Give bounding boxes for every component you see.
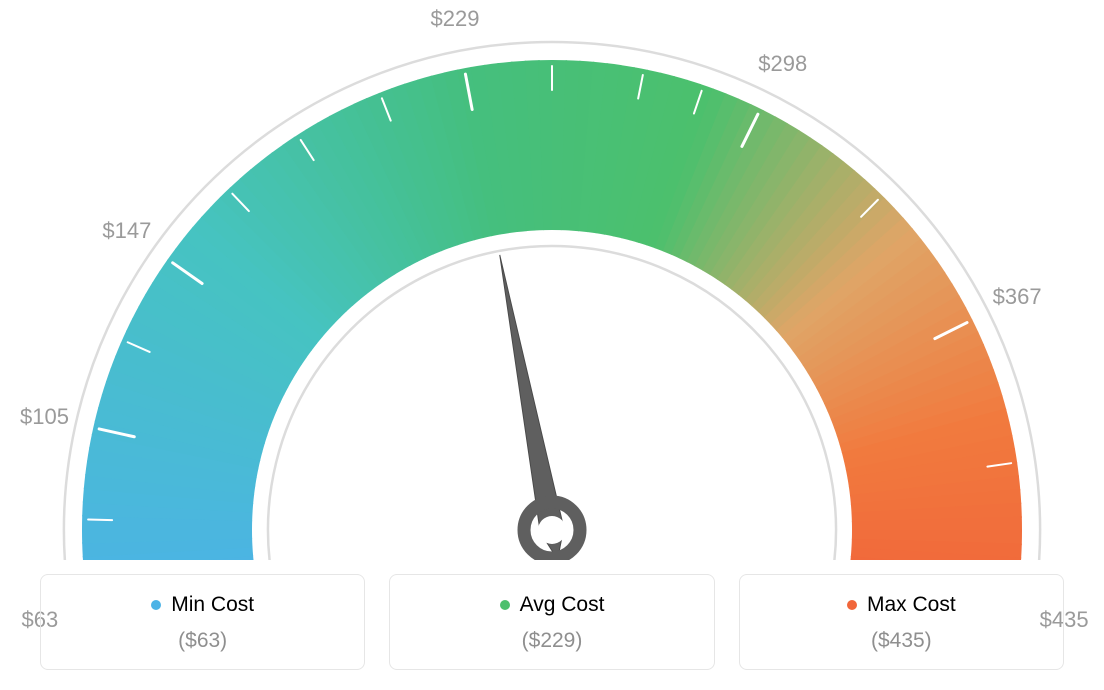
dot-icon bbox=[151, 600, 161, 610]
legend-row: Min Cost ($63) Avg Cost ($229) Max Cost … bbox=[40, 574, 1064, 670]
scale-label: $298 bbox=[758, 51, 807, 77]
scale-label: $229 bbox=[430, 6, 479, 32]
gauge-svg bbox=[0, 0, 1104, 560]
legend-title-avg: Avg Cost bbox=[500, 593, 605, 617]
legend-card-avg: Avg Cost ($229) bbox=[389, 574, 714, 670]
legend-value-avg: ($229) bbox=[390, 629, 713, 653]
scale-label: $367 bbox=[993, 284, 1042, 310]
cost-gauge: $63$105$147$229$298$367$435 bbox=[0, 0, 1104, 560]
scale-label: $105 bbox=[20, 404, 69, 430]
legend-title-min: Min Cost bbox=[151, 593, 254, 617]
legend-title-label: Max Cost bbox=[867, 593, 956, 617]
legend-title-label: Min Cost bbox=[171, 593, 254, 617]
gauge-hub-hole bbox=[538, 516, 566, 544]
legend-value-min: ($63) bbox=[41, 629, 364, 653]
legend-title-max: Max Cost bbox=[847, 593, 956, 617]
legend-value-max: ($435) bbox=[740, 629, 1063, 653]
dot-icon bbox=[847, 600, 857, 610]
legend-title-label: Avg Cost bbox=[520, 593, 605, 617]
legend-card-min: Min Cost ($63) bbox=[40, 574, 365, 670]
dot-icon bbox=[500, 600, 510, 610]
legend-card-max: Max Cost ($435) bbox=[739, 574, 1064, 670]
scale-label: $147 bbox=[102, 218, 151, 244]
